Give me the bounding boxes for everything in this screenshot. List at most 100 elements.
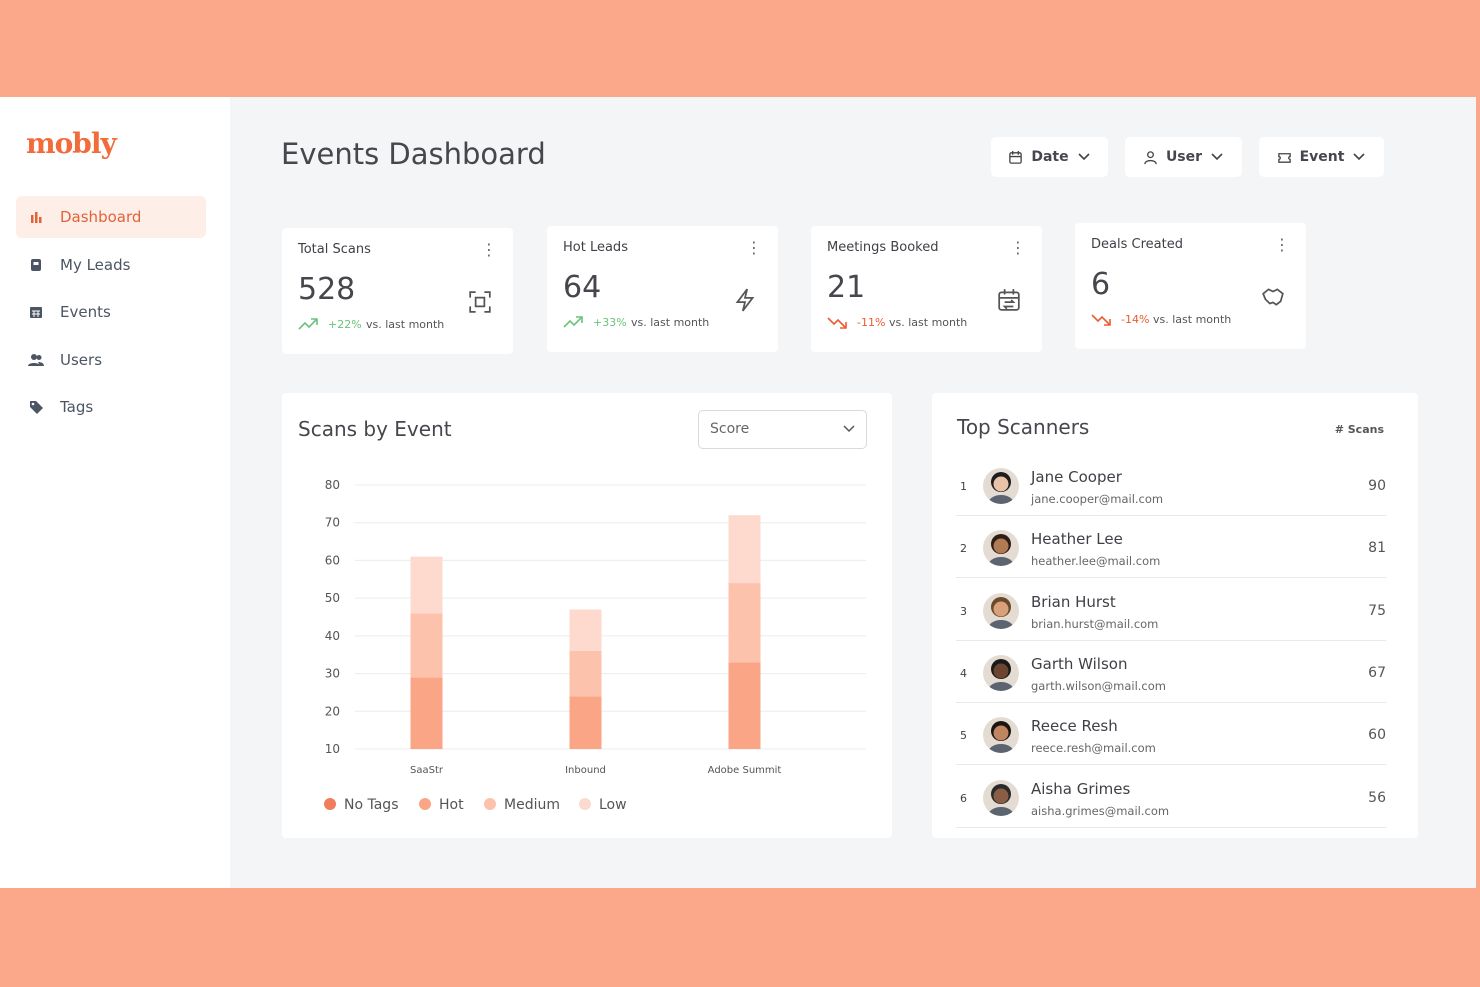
kpi-label: Meetings Booked xyxy=(827,240,939,255)
rank: 6 xyxy=(960,791,967,805)
nav-item[interactable]: Events xyxy=(16,291,206,333)
x-tick-label: Inbound xyxy=(565,765,606,776)
kpi-icon xyxy=(469,291,491,313)
bar-segment xyxy=(410,677,443,749)
scanner-name: Aisha Grimes xyxy=(1031,779,1131,798)
scanner-row: 5 Reece Resh reece.resh@mail.com 60 xyxy=(956,703,1386,766)
legend-label: Medium xyxy=(504,797,560,813)
kpi-menu[interactable]: ⋮ xyxy=(481,240,497,259)
avatar xyxy=(983,468,1019,504)
nav-label: Events xyxy=(60,303,111,321)
chevron xyxy=(1211,153,1223,161)
scanner-row: 2 Heather Lee heather.lee@mail.com 81 xyxy=(956,516,1386,579)
filter-label: Date xyxy=(1031,149,1069,165)
rank: 3 xyxy=(960,604,967,618)
nav-icon xyxy=(31,258,41,271)
legend-swatch xyxy=(419,798,431,810)
y-tick-label: 50 xyxy=(325,591,340,605)
filter-button[interactable]: Date xyxy=(991,137,1108,177)
kpi-card: Meetings Booked ⋮ 21 -11% vs. last month xyxy=(811,226,1042,352)
kpi-change: +22% xyxy=(328,318,362,331)
bar-segment xyxy=(728,662,761,749)
kpi-change: -11% xyxy=(857,316,886,329)
kpi-label: Deals Created xyxy=(1091,237,1183,252)
kpi-change-label: vs. last month xyxy=(366,318,445,331)
legend-swatch xyxy=(324,798,336,810)
top-scanners-card: Top Scanners # Scans 1 Jane Cooper jane.co… xyxy=(932,393,1418,838)
x-tick-label: SaaStr xyxy=(410,765,444,776)
filter-label: User xyxy=(1165,149,1203,165)
kpi-change-label: vs. last month xyxy=(1153,313,1232,326)
scanner-row: 3 Brian Hurst brian.hurst@mail.com 75 xyxy=(956,579,1386,641)
bar-segment xyxy=(728,515,761,584)
kpi-menu[interactable]: ⋮ xyxy=(1274,235,1290,254)
kpi-icon xyxy=(735,288,755,312)
kpi-value: 21 xyxy=(827,270,866,305)
filter-label: Event xyxy=(1299,149,1345,165)
trend-icon xyxy=(563,316,583,328)
trend-icon xyxy=(298,318,318,330)
scanner-count: 67 xyxy=(1368,664,1386,681)
scanner-count: 75 xyxy=(1368,602,1386,619)
score-dropdown[interactable]: Score xyxy=(698,410,867,449)
scanner-count: 81 xyxy=(1368,540,1386,557)
scanner-email: aisha.grimes@mail.com xyxy=(1031,803,1170,818)
chevron xyxy=(1078,153,1090,161)
scanner-count: 56 xyxy=(1368,789,1386,806)
bar-segment xyxy=(569,609,602,651)
filter-button[interactable]: User xyxy=(1125,137,1242,177)
chevron xyxy=(1353,153,1365,161)
dropdown-label: Score xyxy=(710,421,750,437)
x-tick-label: Adobe Summit xyxy=(708,765,782,776)
scanner-email: heather.lee@mail.com xyxy=(1031,554,1161,569)
top-scanners-title: Top Scanners xyxy=(957,415,1090,439)
nav-icon xyxy=(30,401,43,414)
avatar xyxy=(983,717,1019,754)
kpi-label: Total Scans xyxy=(298,242,371,257)
kpi-value: 528 xyxy=(298,272,356,307)
y-tick-label: 60 xyxy=(325,553,340,567)
kpi-change-label: vs. last month xyxy=(631,316,710,329)
rank: 5 xyxy=(960,729,967,743)
nav-item[interactable]: My Leads xyxy=(16,244,206,286)
trend-icon xyxy=(827,317,847,329)
y-tick-label: 70 xyxy=(325,516,340,530)
kpi-icon xyxy=(998,289,1020,311)
scanner-email: reece.resh@mail.com xyxy=(1031,741,1156,756)
avatar xyxy=(983,654,1019,691)
filter-button[interactable]: Event xyxy=(1259,137,1384,177)
kpi-menu[interactable]: ⋮ xyxy=(746,238,762,257)
nav-item[interactable]: Tags xyxy=(16,386,206,428)
nav-item[interactable]: Dashboard xyxy=(16,196,206,238)
kpi-card: Deals Created ⋮ 6 -14% vs. last month xyxy=(1075,223,1306,349)
scanner-name: Jane Cooper xyxy=(1031,468,1122,486)
chart: 10 20 30 40 50 60 70 80 SaaStr Inbound Adobe Summi… xyxy=(324,478,866,813)
filter-icon xyxy=(1144,150,1157,164)
avatar xyxy=(983,530,1019,567)
bar-segment xyxy=(410,613,443,678)
column-header: # Scans xyxy=(1334,423,1384,436)
nav-label: My Leads xyxy=(60,255,131,274)
y-tick-label: 10 xyxy=(325,742,340,756)
chart-card: Scans by Event Score 10 20 30 40 50 60 70 80 Saa… xyxy=(282,393,892,838)
kpi-menu[interactable]: ⋮ xyxy=(1010,238,1026,257)
rank: 4 xyxy=(960,666,967,680)
scanner-email: jane.cooper@mail.com xyxy=(1031,492,1164,506)
scanner-row: 1 Jane Cooper jane.cooper@mail.com 90 xyxy=(956,454,1386,516)
rank: 2 xyxy=(960,542,967,556)
legend-swatch xyxy=(484,798,496,810)
filter-icon xyxy=(1277,152,1291,163)
legend-label: Hot xyxy=(439,797,464,813)
kpi-change: -14% xyxy=(1121,313,1150,326)
y-tick-label: 40 xyxy=(325,629,340,643)
nav-item[interactable]: Users xyxy=(16,339,206,381)
kpi-value: 6 xyxy=(1091,267,1111,302)
y-tick-label: 30 xyxy=(325,667,340,681)
scanner-row: 4 Garth Wilson garth.wilson@mail.com 67 xyxy=(956,641,1386,703)
chevron xyxy=(843,425,855,433)
kpi-card: Total Scans ⋮ 528 +22% vs. last month xyxy=(282,228,513,354)
scanner-name: Brian Hurst xyxy=(1031,592,1116,611)
logo: mobly xyxy=(26,127,117,160)
scanner-email: brian.hurst@mail.com xyxy=(1031,616,1159,631)
